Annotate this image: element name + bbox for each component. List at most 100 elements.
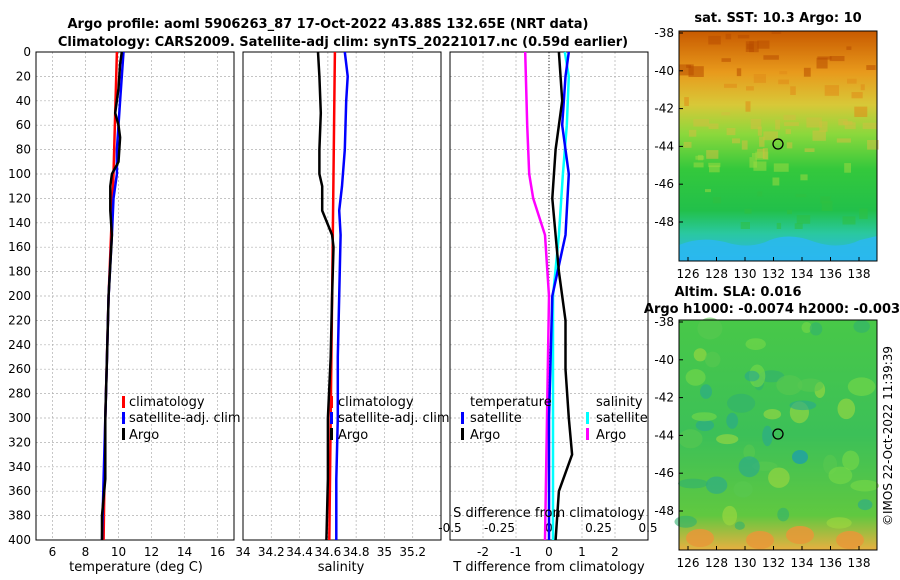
x-tick-label: 0	[545, 545, 553, 559]
map-y-tick-label: -38	[654, 26, 674, 40]
sla-texture-patch	[716, 434, 739, 445]
sst-texture-patch	[867, 140, 879, 150]
sst-texture-patch	[763, 55, 779, 60]
difference-xlabel: T difference from climatology	[452, 560, 645, 575]
map-y-tick-label: -48	[654, 504, 674, 518]
sst-texture-patch	[755, 151, 769, 160]
sla-texture-patch	[777, 507, 790, 522]
difference-top-xlabel: S difference from climatology	[453, 506, 645, 521]
y-tick-label: 80	[16, 143, 31, 157]
top-x-tick-label: -0.25	[484, 521, 515, 535]
x-tick-label: 14	[177, 545, 192, 559]
sst-texture-patch	[804, 148, 815, 152]
sla-low-patch	[792, 450, 808, 464]
x-tick-label: -1	[510, 545, 522, 559]
sla-texture-patch	[734, 521, 745, 530]
legend-t-satellite: satellite	[470, 411, 522, 426]
sst-texture-patch	[772, 177, 780, 186]
sla-texture-patch	[842, 450, 860, 471]
sst-texture-patch	[784, 122, 799, 126]
difference-legend-temperature: temperature satellite Argo	[461, 395, 552, 443]
sst-texture-patch	[779, 71, 788, 75]
sla-texture-patch	[809, 322, 823, 336]
sst-texture-patch	[790, 86, 796, 95]
legend-salinity-heading: salinity	[596, 395, 643, 410]
sst-texture-patch	[740, 222, 750, 229]
legend-argo: Argo	[338, 428, 368, 443]
map-x-tick-label: 134	[791, 267, 814, 281]
y-tick-label: 400	[8, 533, 31, 547]
x-tick-label: 8	[82, 545, 90, 559]
sst-texture-patch	[757, 191, 763, 197]
sst-texture-patch	[844, 122, 856, 130]
sst-texture-patch	[816, 57, 828, 69]
sst-texture-patch	[820, 196, 831, 204]
sst-texture-patch	[795, 193, 807, 198]
salinity-xlabel: salinity	[318, 560, 365, 575]
map-x-tick-label: 130	[734, 556, 757, 570]
sla-texture-patch	[727, 393, 756, 413]
map-y-tick-label: -42	[654, 391, 674, 405]
sla-texture-patch	[743, 444, 756, 460]
sst-texture-patch	[846, 46, 852, 50]
sst-texture-patch	[737, 34, 750, 39]
y-tick-label: 260	[8, 362, 31, 376]
sla-texture-patch	[678, 429, 703, 449]
sst-texture-patch	[753, 74, 766, 83]
y-tick-label: 220	[8, 313, 31, 327]
sst-texture-patch	[771, 31, 782, 34]
y-tick-label: 120	[8, 191, 31, 205]
sst-texture-patch	[836, 138, 851, 143]
y-tick-label: 180	[8, 265, 31, 279]
legend-s-argo-swatch	[586, 428, 589, 440]
sst-texture-patch	[757, 40, 770, 49]
x-tick-label: 34.8	[343, 545, 370, 559]
sla-texture-patch	[678, 478, 708, 489]
sst-texture-patch	[693, 119, 709, 127]
legend-temperature-heading: temperature	[470, 395, 552, 410]
sst-texture-patch	[759, 136, 765, 147]
t-argo-line	[551, 51, 574, 541]
y-tick-label: 100	[8, 167, 31, 181]
map-y-tick-label: -46	[654, 177, 674, 191]
map-x-tick-label: 128	[705, 267, 728, 281]
temperature-legend: climatology satellite-adj. clim Argo	[122, 395, 241, 443]
sst-texture-patch	[778, 79, 789, 85]
x-tick-label: 12	[144, 545, 159, 559]
legend-s-satellite: satellite	[596, 411, 648, 426]
legend-satellite-swatch	[122, 412, 125, 424]
sst-texture-patch	[697, 154, 703, 161]
top-x-tick-label: 0.5	[638, 521, 657, 535]
sla-texture-patch	[828, 466, 853, 485]
sst-texture-patch	[750, 118, 762, 130]
sla-texture-patch	[758, 370, 785, 383]
top-x-tick-label: -0.5	[438, 521, 461, 535]
sst-texture-patch	[783, 114, 796, 120]
s-argo-line	[523, 51, 551, 541]
sst-texture-patch	[752, 153, 757, 158]
sla-texture-patch	[733, 481, 753, 498]
x-tick-label: 10	[111, 545, 126, 559]
title-line2: Climatology: CARS2009. Satellite-adj cli…	[58, 35, 628, 50]
map-y-tick-label: -40	[654, 64, 674, 78]
sla-texture-patch	[695, 419, 715, 432]
x-tick-label: 34.2	[258, 545, 285, 559]
legend-climatology-swatch	[122, 396, 125, 408]
sst-texture-patch	[843, 121, 853, 125]
sst-texture-patch	[773, 163, 789, 172]
sst-texture-patch	[688, 66, 704, 77]
sst-texture-patch	[725, 33, 732, 40]
sla-map-ticks: 126 128 130 132 134 136 138 -38 -40 -42 -44 -46 -48	[654, 315, 870, 570]
y-tick-label: 380	[8, 509, 31, 523]
sst-texture-patch	[684, 97, 689, 106]
sst-texture-patch	[775, 119, 781, 130]
sst-texture	[679, 31, 879, 229]
legend-argo-swatch	[122, 428, 125, 440]
sla-texture-patch	[685, 369, 706, 386]
sst-texture-patch	[762, 148, 768, 160]
sst-texture-patch	[706, 150, 719, 159]
y-tick-label: 0	[23, 45, 31, 59]
sst-texture-patch	[819, 121, 828, 132]
map-x-tick-label: 138	[848, 556, 871, 570]
sst-texture-patch	[705, 189, 711, 193]
